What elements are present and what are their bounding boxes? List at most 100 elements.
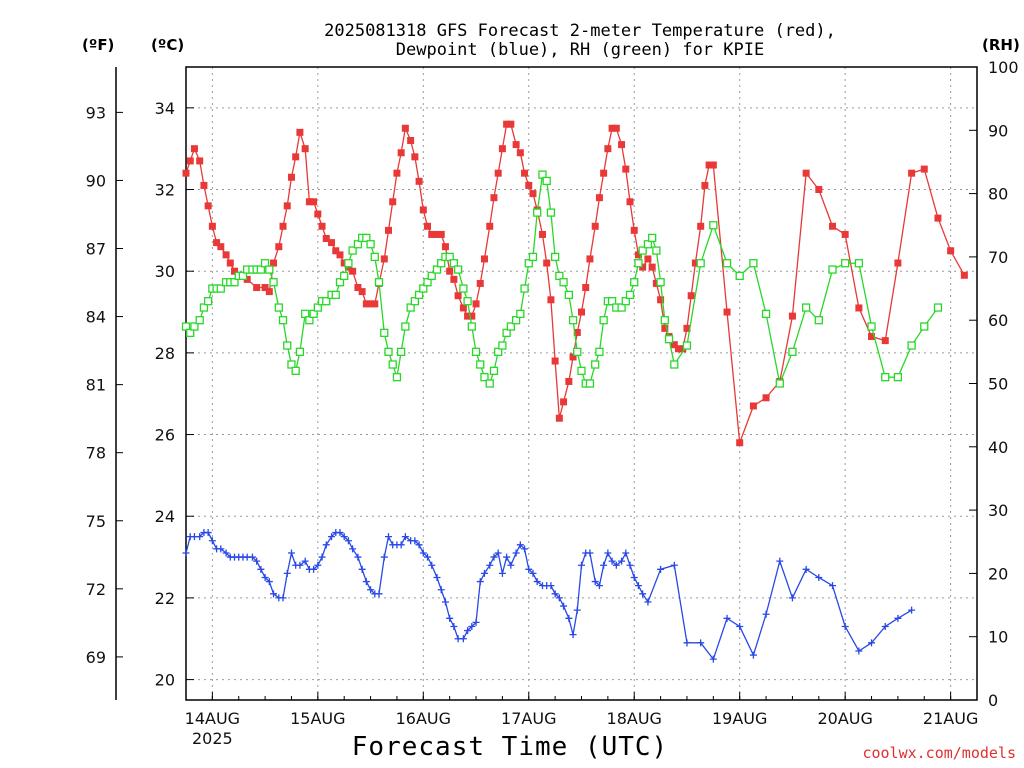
rh-tick-label: 40 (988, 438, 1008, 457)
temperature-point (691, 259, 699, 267)
dewpoint-point (476, 578, 484, 586)
temperature-point (362, 300, 370, 308)
temperature-point (547, 296, 555, 304)
rh-point (775, 379, 784, 388)
rh-point (591, 360, 600, 369)
temperature-point (213, 239, 221, 247)
rh-point (427, 271, 436, 281)
rh-point (186, 328, 195, 338)
rh-point (199, 303, 209, 312)
temperature-point (318, 222, 326, 230)
rh-tick-label: 20 (988, 564, 1008, 583)
rh-point (348, 246, 357, 255)
temperature-point (543, 259, 551, 267)
temperature-point (476, 279, 484, 287)
dewpoint-point (634, 582, 642, 590)
temperature-point (322, 235, 330, 243)
temperature-point (538, 230, 546, 238)
rh-point (656, 278, 665, 287)
rh-point (313, 303, 322, 312)
dewpoint-point (565, 614, 573, 622)
dewpoint-point (380, 553, 388, 561)
dewpoint-point (257, 565, 265, 573)
dewpoint-point (283, 569, 291, 577)
celsius-tick-label: 30 (155, 262, 175, 281)
rh-point (801, 303, 811, 312)
temperature-point (190, 145, 198, 153)
rh-point (670, 360, 679, 369)
dewpoint-point (829, 582, 837, 590)
rh-point (269, 278, 278, 287)
dewpoint-point (208, 537, 216, 545)
dewpoint-point (630, 573, 638, 581)
temperature-point (881, 337, 889, 345)
rh-point (630, 278, 639, 287)
temperature-point (815, 186, 823, 194)
dewpoint-point (270, 590, 278, 598)
temperature-point (644, 255, 652, 263)
rh-point (920, 322, 929, 331)
rh-point (432, 265, 442, 274)
celsius-tick-label: 32 (155, 181, 175, 200)
celsius-tick-label: 22 (155, 589, 175, 608)
temperature-point (503, 120, 511, 128)
rh-point (283, 341, 292, 350)
dewpoint-point (310, 565, 318, 573)
dewpoint-point (459, 635, 467, 643)
rh-point (203, 297, 213, 306)
rh-point (322, 297, 331, 306)
rh-point (696, 259, 705, 268)
rh-point (216, 284, 225, 293)
rh-point (788, 347, 797, 357)
dewpoint-point (486, 561, 494, 569)
source-credit: coolwx.com/models (862, 744, 1016, 762)
dewpoint-point (480, 569, 488, 577)
rh-point (634, 259, 643, 268)
temperature-point (340, 259, 348, 267)
temperature-point (296, 128, 304, 136)
dewpoint-point (521, 545, 529, 553)
temperature-point (569, 353, 577, 361)
rh-point (453, 265, 463, 274)
rh-point (881, 373, 890, 382)
temperature-point (573, 328, 581, 336)
rh-point (555, 271, 564, 281)
dewpoint-series-line (185, 531, 912, 661)
rh-point (585, 379, 595, 388)
chart-title-line2: Dewpoint (blue), RH (green) for KPIE (395, 40, 765, 60)
temperature-point (802, 169, 810, 177)
unit-celsius-label: (ºC) (151, 36, 185, 54)
rh-point (533, 208, 542, 217)
x-tick-label: 17AUG (501, 709, 556, 728)
dewpoint-point (428, 561, 436, 569)
rh-point (506, 322, 515, 331)
rh-point (195, 316, 204, 325)
rh-point (305, 316, 314, 325)
temperature-point (626, 198, 634, 206)
dewpoint-point (626, 561, 634, 569)
rh-point (301, 309, 310, 319)
dewpoint-point (512, 549, 520, 557)
dewpoint-point (802, 565, 810, 573)
rh-point (485, 379, 494, 388)
fahrenheit-tick-label: 81 (86, 376, 106, 395)
rh-point (380, 328, 389, 338)
temperature-point (591, 222, 599, 230)
temperature-point (279, 222, 287, 230)
temperature-point (182, 169, 190, 177)
rh-point (406, 303, 415, 312)
dewpoint-point (894, 614, 902, 622)
rh-point (595, 347, 604, 357)
temperature-point (490, 194, 498, 202)
dewpoint-point (555, 594, 563, 602)
temperature-point (521, 169, 529, 177)
dewpoint-point (362, 578, 370, 586)
temperature-point (498, 145, 506, 153)
dewpoint-point (881, 622, 889, 630)
rh-point (374, 278, 384, 287)
temperature-point (551, 357, 559, 365)
x-tick-label: 18AUG (607, 709, 662, 728)
temperature-point (604, 145, 612, 153)
rh-tick-label: 0 (988, 691, 998, 710)
